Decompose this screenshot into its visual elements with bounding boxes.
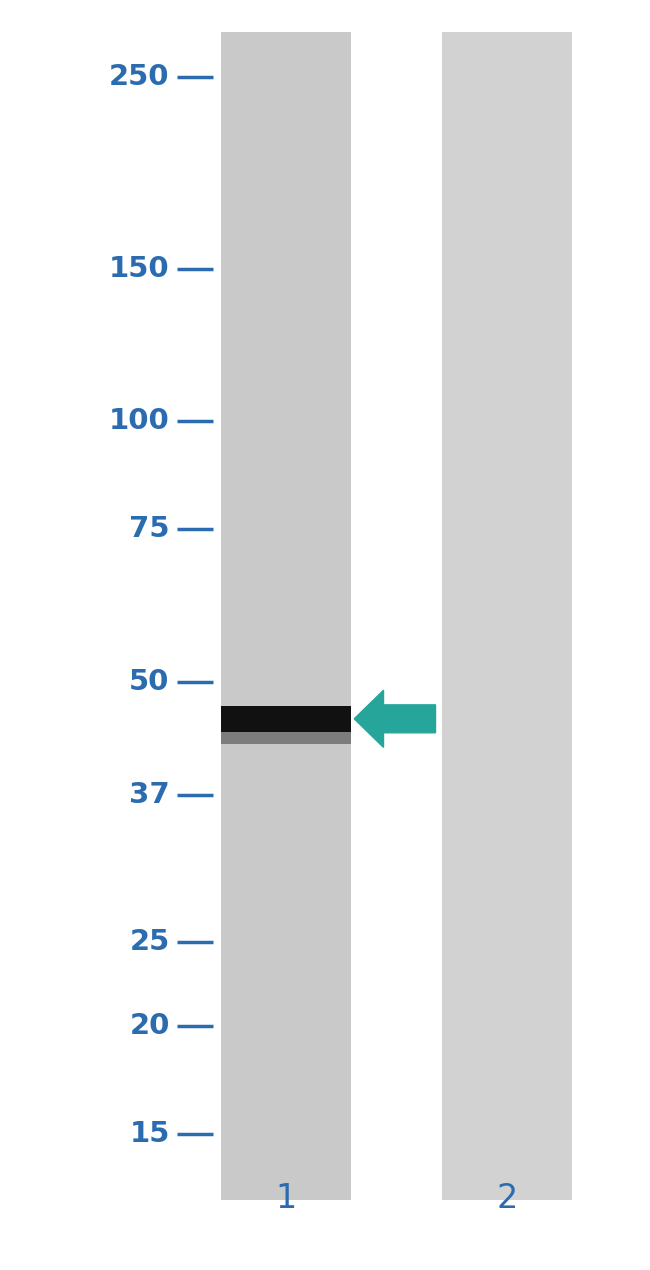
Text: 50: 50 xyxy=(129,668,170,696)
Text: 100: 100 xyxy=(109,408,170,436)
Bar xyxy=(442,32,572,1200)
Text: 250: 250 xyxy=(109,62,170,91)
Text: 2: 2 xyxy=(497,1182,517,1215)
Bar xyxy=(221,706,351,744)
Text: 75: 75 xyxy=(129,516,170,544)
Text: 150: 150 xyxy=(109,255,170,283)
Text: 25: 25 xyxy=(129,928,170,956)
Text: 37: 37 xyxy=(129,781,170,809)
FancyArrow shape xyxy=(354,690,436,747)
Bar xyxy=(221,706,351,732)
Text: 15: 15 xyxy=(129,1120,170,1148)
Bar xyxy=(221,32,351,1200)
Text: 20: 20 xyxy=(129,1012,170,1040)
Text: 1: 1 xyxy=(276,1182,296,1215)
